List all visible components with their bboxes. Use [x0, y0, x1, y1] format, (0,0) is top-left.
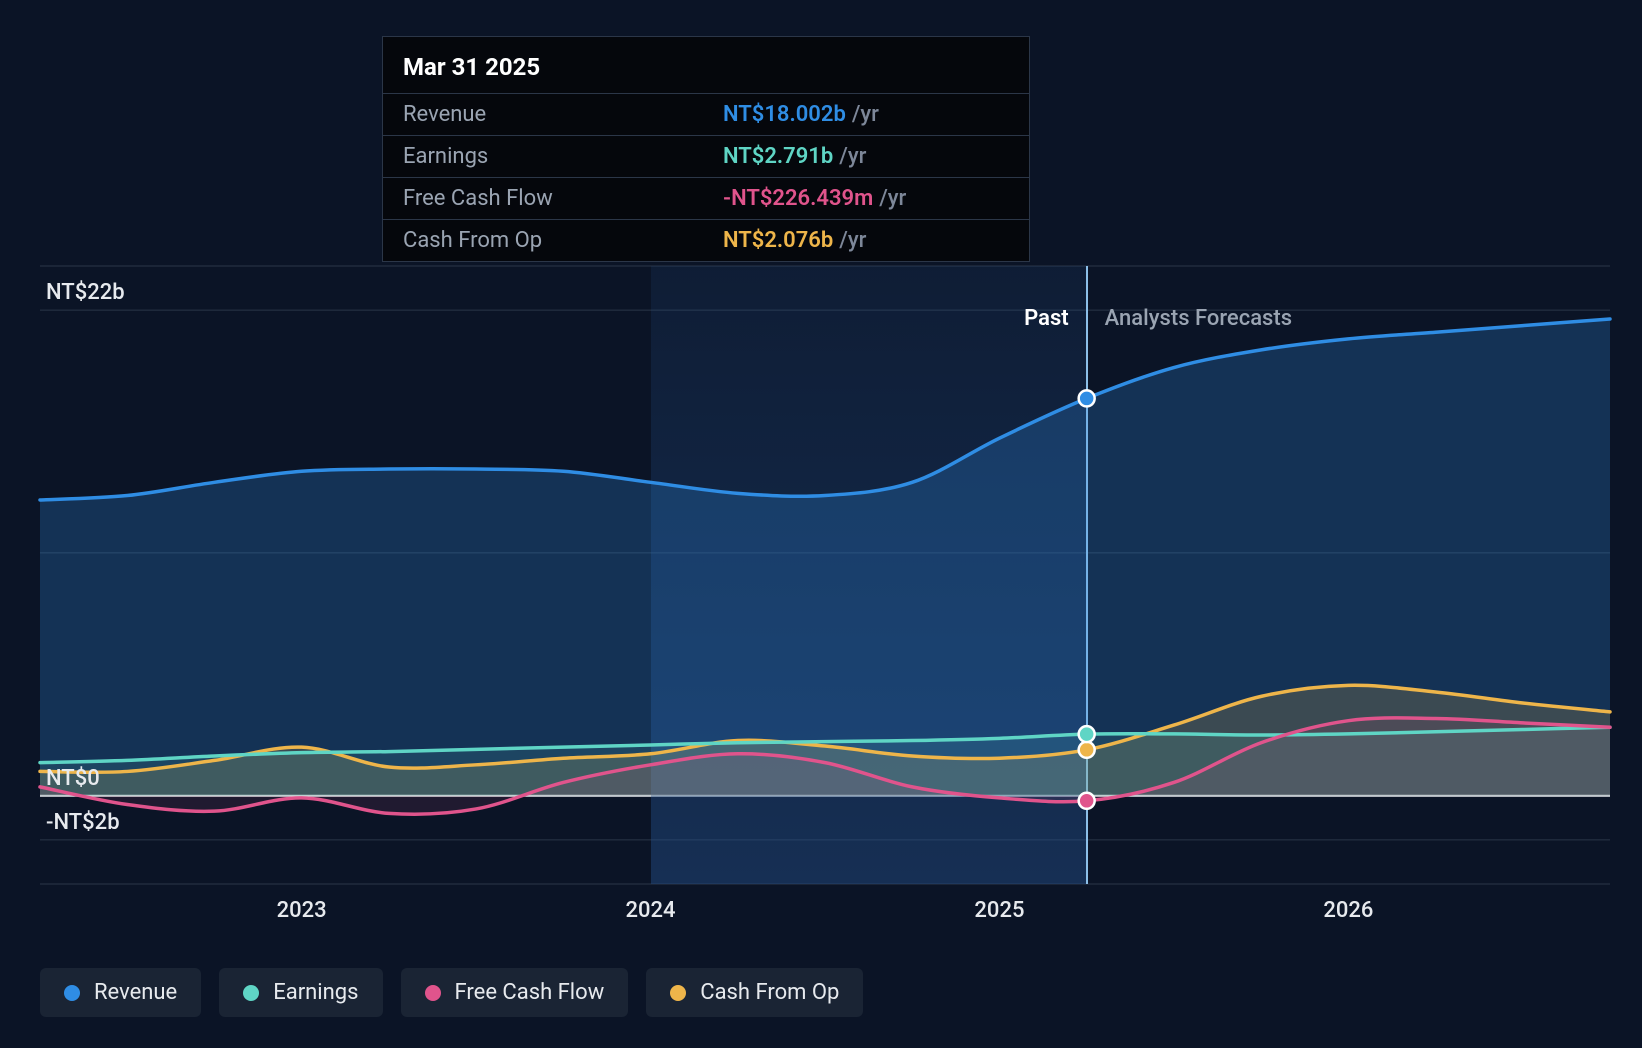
tooltip-row-key: Revenue — [403, 102, 723, 127]
chart-plot-area[interactable]: Past Analysts Forecasts — [40, 266, 1610, 884]
legend: Revenue Earnings Free Cash Flow Cash From O… — [40, 968, 863, 1017]
y-tick-label: NT$0 — [46, 766, 100, 791]
legend-item-earnings[interactable]: Earnings — [219, 968, 382, 1017]
legend-dot-icon — [425, 985, 441, 1001]
legend-item-free-cash-flow[interactable]: Free Cash Flow — [401, 968, 629, 1017]
tooltip-row-value: NT$2.791b — [723, 144, 833, 169]
y-tick-label: -NT$2b — [46, 810, 120, 835]
tooltip-row: EarningsNT$2.791b/yr — [383, 135, 1029, 177]
tooltip-row-unit: /yr — [839, 228, 866, 253]
tooltip-row: RevenueNT$18.002b/yr — [383, 93, 1029, 135]
tooltip-row: Free Cash Flow-NT$226.439m/yr — [383, 177, 1029, 219]
legend-item-label: Revenue — [94, 980, 177, 1005]
tooltip-row-value: NT$2.076b — [723, 228, 833, 253]
legend-item-revenue[interactable]: Revenue — [40, 968, 201, 1017]
x-tick-label: 2023 — [277, 898, 327, 923]
tooltip-row: Cash From OpNT$2.076b/yr — [383, 219, 1029, 261]
past-label: Past — [1024, 306, 1069, 331]
legend-item-cash-from-op[interactable]: Cash From Op — [646, 968, 863, 1017]
legend-item-label: Earnings — [273, 980, 358, 1005]
series-svg — [40, 266, 1610, 884]
x-axis: 2023 2024 2025 2026 — [40, 898, 1610, 934]
x-tick-label: 2024 — [626, 898, 676, 923]
tooltip-row-value: -NT$226.439m — [723, 186, 873, 211]
x-tick-label: 2026 — [1323, 898, 1373, 923]
tooltip-row-key: Earnings — [403, 144, 723, 169]
tooltip-row-unit: /yr — [879, 186, 906, 211]
tooltip-row-value: NT$18.002b — [723, 102, 846, 127]
forecast-label: Analysts Forecasts — [1105, 306, 1292, 331]
hover-tooltip: Mar 31 2025 RevenueNT$18.002b/yrEarnings… — [382, 36, 1030, 262]
legend-dot-icon — [64, 985, 80, 1001]
legend-dot-icon — [243, 985, 259, 1001]
tooltip-row-key: Cash From Op — [403, 228, 723, 253]
tooltip-title: Mar 31 2025 — [383, 37, 1029, 93]
legend-dot-icon — [670, 985, 686, 1001]
y-tick-label: NT$22b — [46, 280, 125, 305]
x-tick-label: 2025 — [974, 898, 1024, 923]
legend-item-label: Free Cash Flow — [455, 980, 605, 1005]
tooltip-row-unit: /yr — [839, 144, 866, 169]
tooltip-row-key: Free Cash Flow — [403, 186, 723, 211]
legend-item-label: Cash From Op — [700, 980, 839, 1005]
tooltip-row-unit: /yr — [852, 102, 879, 127]
